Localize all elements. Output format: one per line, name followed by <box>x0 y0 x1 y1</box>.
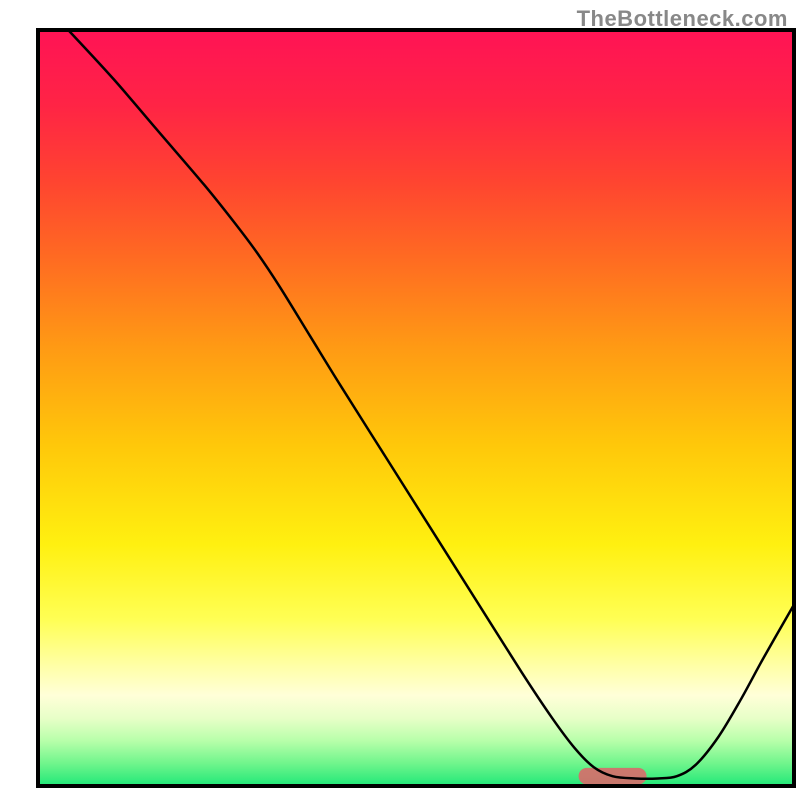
gradient-background <box>38 30 794 786</box>
watermark-text: TheBottleneck.com <box>577 6 788 32</box>
bottleneck-chart <box>0 0 800 800</box>
plot-area <box>38 30 794 786</box>
